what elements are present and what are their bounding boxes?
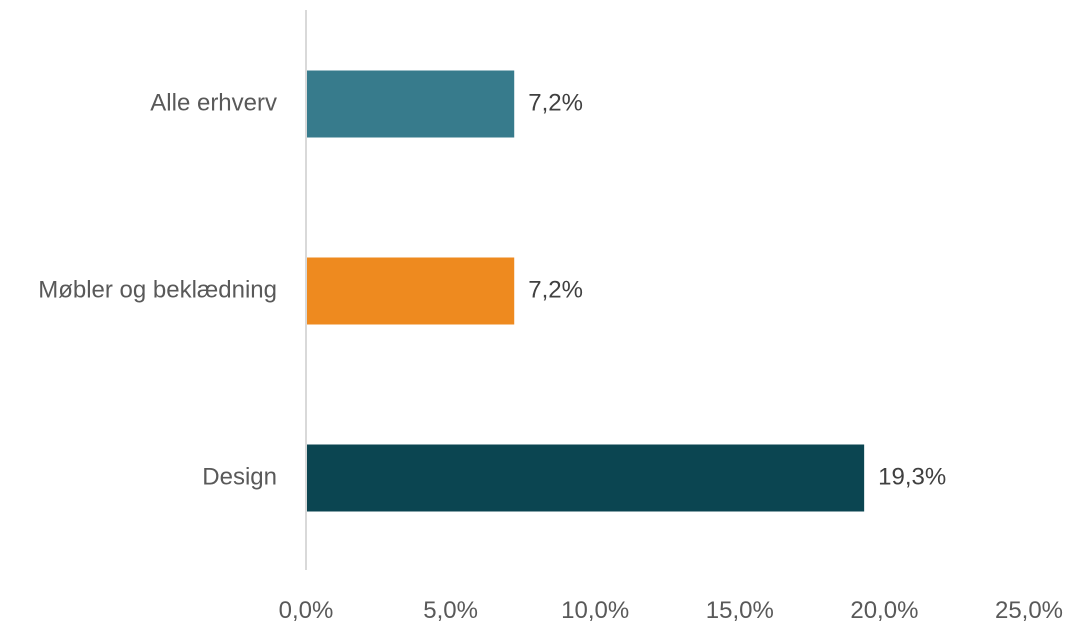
data-label-1: 7,2%: [528, 276, 583, 303]
x-tick-label-5: 25,0%: [995, 597, 1063, 624]
bar-0: [306, 70, 515, 138]
x-tick-label-1: 5,0%: [423, 597, 478, 624]
bar-2: [306, 444, 865, 512]
data-label-0: 7,2%: [528, 89, 583, 116]
bar-1: [306, 257, 515, 325]
x-tick-label-0: 0,0%: [279, 597, 334, 624]
category-label-1: Møbler og beklædning: [38, 276, 277, 303]
category-label-2: Design: [202, 463, 277, 490]
x-tick-label-3: 15,0%: [706, 597, 774, 624]
data-labels-group: 7,2% 7,2% 19,3%: [528, 89, 946, 490]
x-axis-tick-labels: 0,0% 5,0% 10,0% 15,0% 20,0% 25,0%: [279, 597, 1063, 624]
x-tick-label-2: 10,0%: [561, 597, 629, 624]
x-tick-label-4: 20,0%: [850, 597, 918, 624]
category-label-0: Alle erhverv: [150, 89, 277, 116]
category-labels-group: Alle erhverv Møbler og beklædning Design: [38, 89, 277, 490]
bars-group: [306, 70, 865, 512]
data-label-2: 19,3%: [878, 463, 946, 490]
